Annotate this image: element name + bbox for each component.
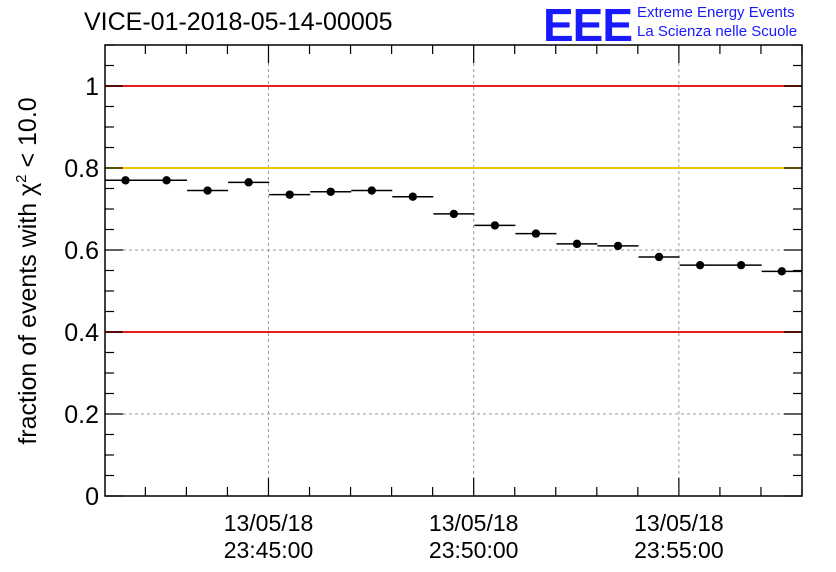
chart-title: VICE-01-2018-05-14-00005 bbox=[84, 8, 393, 36]
data-point bbox=[162, 176, 171, 185]
y-tick-label: 0 bbox=[85, 483, 99, 511]
data-point bbox=[490, 221, 500, 230]
data-point bbox=[654, 252, 664, 262]
x-tick-time-label: 23:50:00 bbox=[429, 537, 519, 563]
data-point bbox=[121, 176, 130, 185]
logo-line-2: La Scienza nelle Scuole bbox=[637, 23, 798, 40]
data-point bbox=[695, 260, 705, 270]
eee-logo: EEE bbox=[543, 0, 633, 51]
x-tick-date-label: 13/05/18 bbox=[429, 510, 519, 536]
data-point bbox=[326, 187, 335, 196]
plot-frame bbox=[104, 44, 803, 497]
y-axis-label: fraction of events with χ2 < 10.0 bbox=[13, 97, 42, 444]
data-point bbox=[449, 209, 459, 219]
logo-line-1: Extreme Energy Events bbox=[637, 4, 795, 21]
y-tick-label: 1 bbox=[85, 73, 99, 101]
data-point bbox=[285, 190, 294, 199]
x-tick-date-label: 13/05/18 bbox=[224, 510, 314, 536]
data-point bbox=[736, 260, 746, 270]
data-point bbox=[777, 267, 787, 276]
data-point bbox=[572, 239, 582, 249]
data-point bbox=[203, 186, 212, 195]
x-tick-time-label: 23:55:00 bbox=[634, 537, 724, 563]
y-tick-label: 0.4 bbox=[64, 319, 99, 347]
data-point bbox=[531, 229, 541, 238]
y-tick-label: 0.6 bbox=[64, 237, 99, 265]
y-tick-label: 0.2 bbox=[64, 401, 99, 429]
data-point bbox=[367, 186, 376, 195]
y-tick-label: 0.8 bbox=[64, 155, 99, 183]
y-axis-label-suffix: < 10.0 bbox=[14, 97, 42, 174]
data-point bbox=[244, 178, 253, 187]
x-tick-date-label: 13/05/18 bbox=[634, 510, 724, 536]
y-axis-label-main: fraction of events with χ bbox=[14, 183, 42, 445]
data-point bbox=[613, 241, 623, 251]
logo-text: Extreme Energy Events La Scienza nelle S… bbox=[637, 3, 797, 41]
y-axis-label-sup: 2 bbox=[13, 174, 30, 182]
data-point bbox=[408, 192, 418, 201]
x-tick-time-label: 23:45:00 bbox=[224, 537, 314, 563]
